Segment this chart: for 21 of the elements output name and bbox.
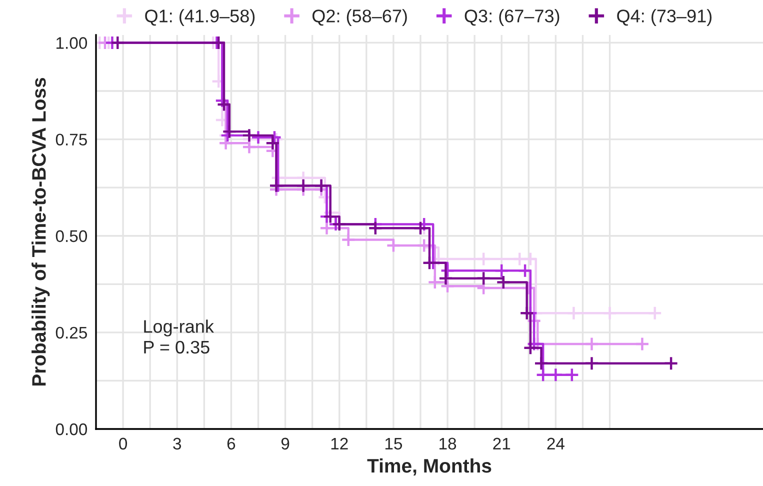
x-tick-label: 6 <box>227 438 236 450</box>
x-tick-label: 9 <box>281 438 290 450</box>
x-tick-label: 3 <box>173 438 182 450</box>
x-tick-label: 0 <box>119 438 128 450</box>
y-tick-label: 0.00 <box>56 423 88 436</box>
x-axis-title: Time, Months <box>367 458 492 476</box>
y-tick-label: 0.25 <box>56 326 87 339</box>
legend-label: Q1: (41.9–58) <box>145 9 255 26</box>
legend-label: Q2: (58–67) <box>312 9 407 26</box>
x-tick-label: 24 <box>547 438 564 450</box>
y-axis-title: Probability of Time-to-BCVA Loss <box>32 78 50 386</box>
x-tick-label: 12 <box>331 438 348 450</box>
legend-label: Q4: (73–91) <box>617 9 712 26</box>
y-tick-label: 1.00 <box>56 37 88 49</box>
legend-label: Q3: (67–73) <box>464 9 560 26</box>
annotation: Log-rank P = 0.35 <box>144 320 214 354</box>
y-tick-label: 0.50 <box>56 230 88 242</box>
x-tick-label: 21 <box>493 438 510 450</box>
x-tick-label: 15 <box>385 438 402 450</box>
x-tick-label: 18 <box>440 438 456 450</box>
y-tick-label: 0.75 <box>56 134 87 146</box>
